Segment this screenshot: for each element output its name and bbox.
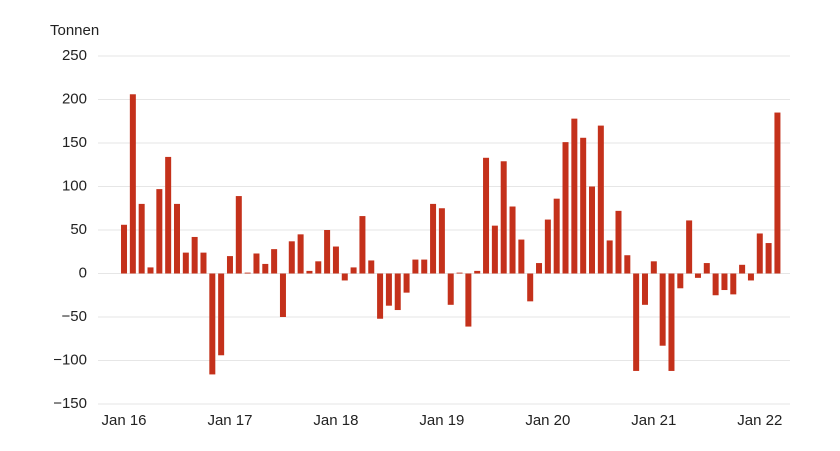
bar [518, 239, 525, 274]
bar [597, 125, 604, 274]
bar [491, 225, 498, 274]
bar [129, 94, 136, 274]
bar [315, 261, 322, 274]
bar [121, 224, 128, 274]
y-axis-label: Tonnen [50, 22, 99, 39]
bar [483, 157, 490, 274]
bar [297, 234, 304, 274]
bar [341, 273, 348, 281]
y-tick-label: −100 [53, 351, 87, 368]
bar [253, 253, 260, 274]
bar [447, 273, 454, 305]
bar [633, 273, 640, 371]
bar [138, 203, 145, 274]
bar [721, 273, 728, 291]
bar [659, 273, 666, 346]
bar [624, 255, 631, 274]
bar [165, 156, 172, 274]
y-tick-label: 250 [62, 47, 87, 64]
bar [615, 210, 622, 274]
bar [209, 273, 216, 375]
bar [235, 196, 242, 274]
bar [403, 273, 410, 293]
bar [703, 263, 710, 274]
bar [580, 137, 587, 274]
x-tick-label: Jan 21 [631, 412, 676, 429]
bar [147, 267, 154, 274]
bar [694, 273, 701, 278]
x-tick-label: Jan 17 [207, 412, 252, 429]
bar [385, 273, 392, 306]
bar [262, 263, 269, 274]
bar [606, 240, 613, 274]
bar [156, 189, 163, 274]
bar [641, 273, 648, 305]
bar [650, 261, 657, 274]
x-tick-label: Jan 18 [313, 412, 358, 429]
bar [774, 112, 781, 274]
bar [474, 270, 481, 274]
bar [412, 259, 419, 274]
bar [500, 161, 507, 274]
bar [438, 208, 445, 274]
bar [226, 256, 233, 274]
bar [756, 233, 763, 274]
y-tick-label: 200 [62, 90, 87, 107]
bar [712, 273, 719, 296]
bar [668, 273, 675, 371]
bar [173, 203, 180, 274]
bar [288, 241, 295, 274]
bar [368, 260, 375, 274]
bar [306, 270, 313, 274]
y-tick-label: 100 [62, 177, 87, 194]
x-tick-label: Jan 16 [101, 412, 146, 429]
x-tick-label: Jan 19 [419, 412, 464, 429]
bar [377, 273, 384, 319]
bar [686, 220, 693, 274]
bar [456, 272, 463, 274]
bar [279, 273, 286, 317]
x-tick-label: Jan 22 [737, 412, 782, 429]
y-tick-label: −50 [62, 308, 87, 325]
bar [359, 216, 366, 274]
bar [218, 273, 225, 356]
bar [739, 264, 746, 274]
bar [765, 243, 772, 274]
bar [324, 230, 331, 274]
y-tick-label: −150 [53, 395, 87, 412]
bar [730, 273, 737, 295]
bar [421, 259, 428, 274]
bar [430, 203, 437, 274]
x-tick-label: Jan 20 [525, 412, 570, 429]
bar [562, 142, 569, 274]
bar [191, 236, 198, 274]
bar [509, 206, 516, 274]
bar [271, 249, 278, 274]
bar [536, 263, 543, 274]
bar [182, 252, 189, 274]
bar [394, 273, 401, 311]
bar [747, 273, 754, 281]
bar [332, 246, 339, 274]
bar [350, 267, 357, 274]
y-tick-label: 150 [62, 134, 87, 151]
y-tick-label: 50 [70, 221, 87, 238]
bar [200, 252, 207, 274]
bar [527, 273, 534, 302]
bar [571, 118, 578, 274]
bar [589, 186, 596, 274]
bar [244, 272, 251, 274]
y-tick-label: 0 [79, 264, 87, 281]
bar [544, 219, 551, 274]
bar [553, 198, 560, 274]
bar [465, 273, 472, 327]
bar [677, 273, 684, 289]
